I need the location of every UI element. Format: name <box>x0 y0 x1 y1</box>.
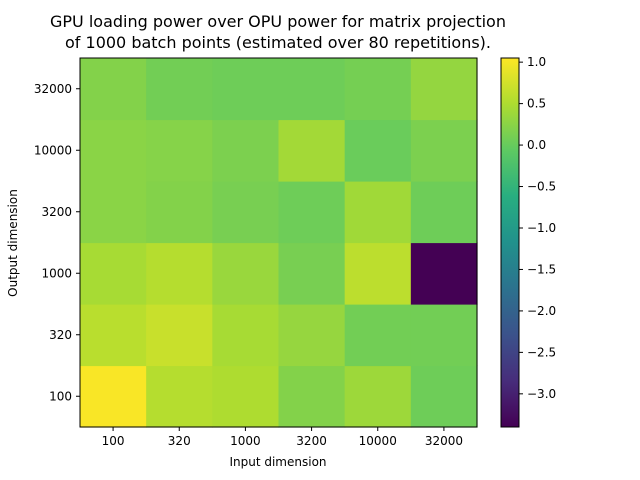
y-tick-label: 1000 <box>41 266 72 280</box>
heatmap-cell <box>212 58 280 121</box>
colorbar-ticks: 1.0 0.5 0.0 −0.5 −1.0 −1.5 −2.0 −2.5 −3.0 <box>519 55 556 401</box>
heatmap-cell <box>410 58 478 121</box>
heatmap-cell <box>80 181 147 244</box>
x-axis-label: Input dimension <box>229 455 326 469</box>
colorbar-tick-label: −3.0 <box>527 387 556 401</box>
heatmap-cell <box>278 58 346 121</box>
heatmap-cell <box>344 181 412 244</box>
heatmap-cell <box>278 119 346 182</box>
y-tick-label: 320 <box>49 328 72 342</box>
y-tick-label: 32000 <box>34 82 72 96</box>
heatmap-cell <box>344 58 412 121</box>
colorbar-tick-label: −1.0 <box>527 221 556 235</box>
colorbar-tick-label: −2.0 <box>527 304 556 318</box>
y-tick-label: 3200 <box>41 205 72 219</box>
x-tick-label: 32000 <box>425 434 463 448</box>
heatmap-cell <box>80 242 147 305</box>
heatmap-cell <box>344 365 412 428</box>
chart-title-line-2: of 1000 batch points (estimated over 80 … <box>65 33 491 52</box>
heatmap-cell <box>410 119 478 182</box>
y-tick-label: 100 <box>49 389 72 403</box>
y-axis-ticks: 100 320 1000 3200 10000 32000 <box>34 82 80 403</box>
heatmap-cell <box>80 304 147 367</box>
heatmap-cell <box>410 181 478 244</box>
colorbar-tick-label: −0.5 <box>527 180 556 194</box>
heatmap-cell <box>80 365 147 428</box>
heatmap-cell <box>80 119 147 182</box>
colorbar <box>500 57 520 428</box>
heatmap-cell <box>344 119 412 182</box>
heatmap-cell <box>212 304 280 367</box>
heatmap-cell <box>146 365 213 428</box>
heatmap-cell <box>212 119 280 182</box>
heatmap-cells <box>80 58 478 428</box>
heatmap-cell <box>146 181 213 244</box>
heatmap-cell <box>278 181 346 244</box>
heatmap-cell <box>278 242 346 305</box>
heatmap-cell <box>146 242 213 305</box>
heatmap-cell <box>146 119 213 182</box>
heatmap-cell <box>146 58 213 121</box>
x-axis-ticks: 100 320 1000 3200 10000 32000 <box>102 427 463 448</box>
plot-frame <box>79 57 478 428</box>
chart-title-line-1: GPU loading power over OPU power for mat… <box>50 12 506 31</box>
heatmap-cell <box>410 242 478 305</box>
y-tick-label: 10000 <box>34 143 72 157</box>
colorbar-tick-label: −1.5 <box>527 262 556 276</box>
x-tick-label: 10000 <box>359 434 397 448</box>
heatmap-cell <box>278 365 346 428</box>
x-tick-label: 320 <box>168 434 191 448</box>
heatmap-cell <box>410 304 478 367</box>
heatmap-cell <box>212 242 280 305</box>
heatmap-cell <box>278 304 346 367</box>
heatmap-cell <box>212 181 280 244</box>
colorbar-tick-label: −2.5 <box>527 345 556 359</box>
colorbar-tick-label: 0.5 <box>527 97 546 111</box>
heatmap-cell <box>212 365 280 428</box>
y-axis-label: Output dimension <box>6 189 20 297</box>
x-tick-label: 3200 <box>296 434 327 448</box>
heatmap-cell <box>410 365 478 428</box>
colorbar-tick-label: 1.0 <box>527 55 546 69</box>
colorbar-tick-label: 0.0 <box>527 138 546 152</box>
x-tick-label: 1000 <box>230 434 261 448</box>
heatmap-cell <box>344 242 412 305</box>
x-tick-label: 100 <box>102 434 125 448</box>
heatmap-cell <box>80 58 147 121</box>
heatmap-cell <box>344 304 412 367</box>
heatmap-cell <box>146 304 213 367</box>
